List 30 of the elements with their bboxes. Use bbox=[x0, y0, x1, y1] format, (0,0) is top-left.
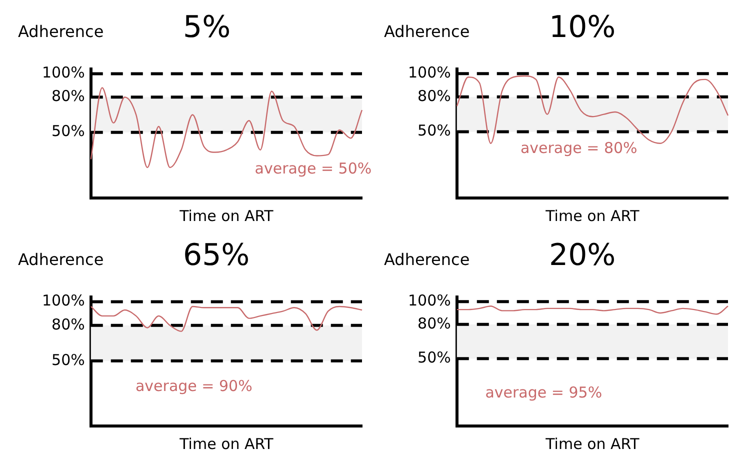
x-axis-title: Time on ART bbox=[544, 206, 640, 225]
y-tick-label: 100% bbox=[42, 64, 85, 82]
y-tick-label: 50% bbox=[52, 350, 85, 369]
y-tick-label: 50% bbox=[418, 122, 451, 140]
y-tick-label: 80% bbox=[52, 87, 85, 106]
chart-title: 10% bbox=[549, 10, 616, 45]
y-axis-title: Adherence bbox=[384, 250, 470, 269]
x-axis-title: Time on ART bbox=[544, 434, 640, 453]
chart-title: 5% bbox=[183, 10, 231, 45]
y-tick-label: 100% bbox=[408, 64, 451, 82]
line-series bbox=[90, 306, 363, 332]
x-axis-title: Time on ART bbox=[178, 434, 274, 453]
y-tick-label: 50% bbox=[52, 122, 85, 140]
y-axis-title: Adherence bbox=[384, 22, 470, 41]
y-axis-title: Adherence bbox=[18, 250, 104, 269]
y-tick-label: 80% bbox=[52, 315, 85, 334]
y-tick-label: 80% bbox=[418, 86, 451, 105]
annotation: average = 80% bbox=[520, 138, 638, 157]
y-tick-label: 100% bbox=[408, 291, 451, 310]
x-axis-title: Time on ART bbox=[178, 206, 274, 225]
annotation: average = 95% bbox=[485, 384, 602, 402]
y-tick-label: 100% bbox=[42, 292, 85, 310]
annotation: average = 90% bbox=[135, 377, 252, 396]
y-axis-title: Adherence bbox=[18, 22, 104, 41]
y-tick-label: 80% bbox=[418, 314, 451, 332]
annotation: average = 50% bbox=[254, 160, 372, 178]
y-tick-label: 50% bbox=[418, 348, 451, 367]
chart-title: 20% bbox=[549, 238, 616, 273]
chart-title: 65% bbox=[183, 238, 250, 273]
line-series bbox=[456, 306, 729, 315]
